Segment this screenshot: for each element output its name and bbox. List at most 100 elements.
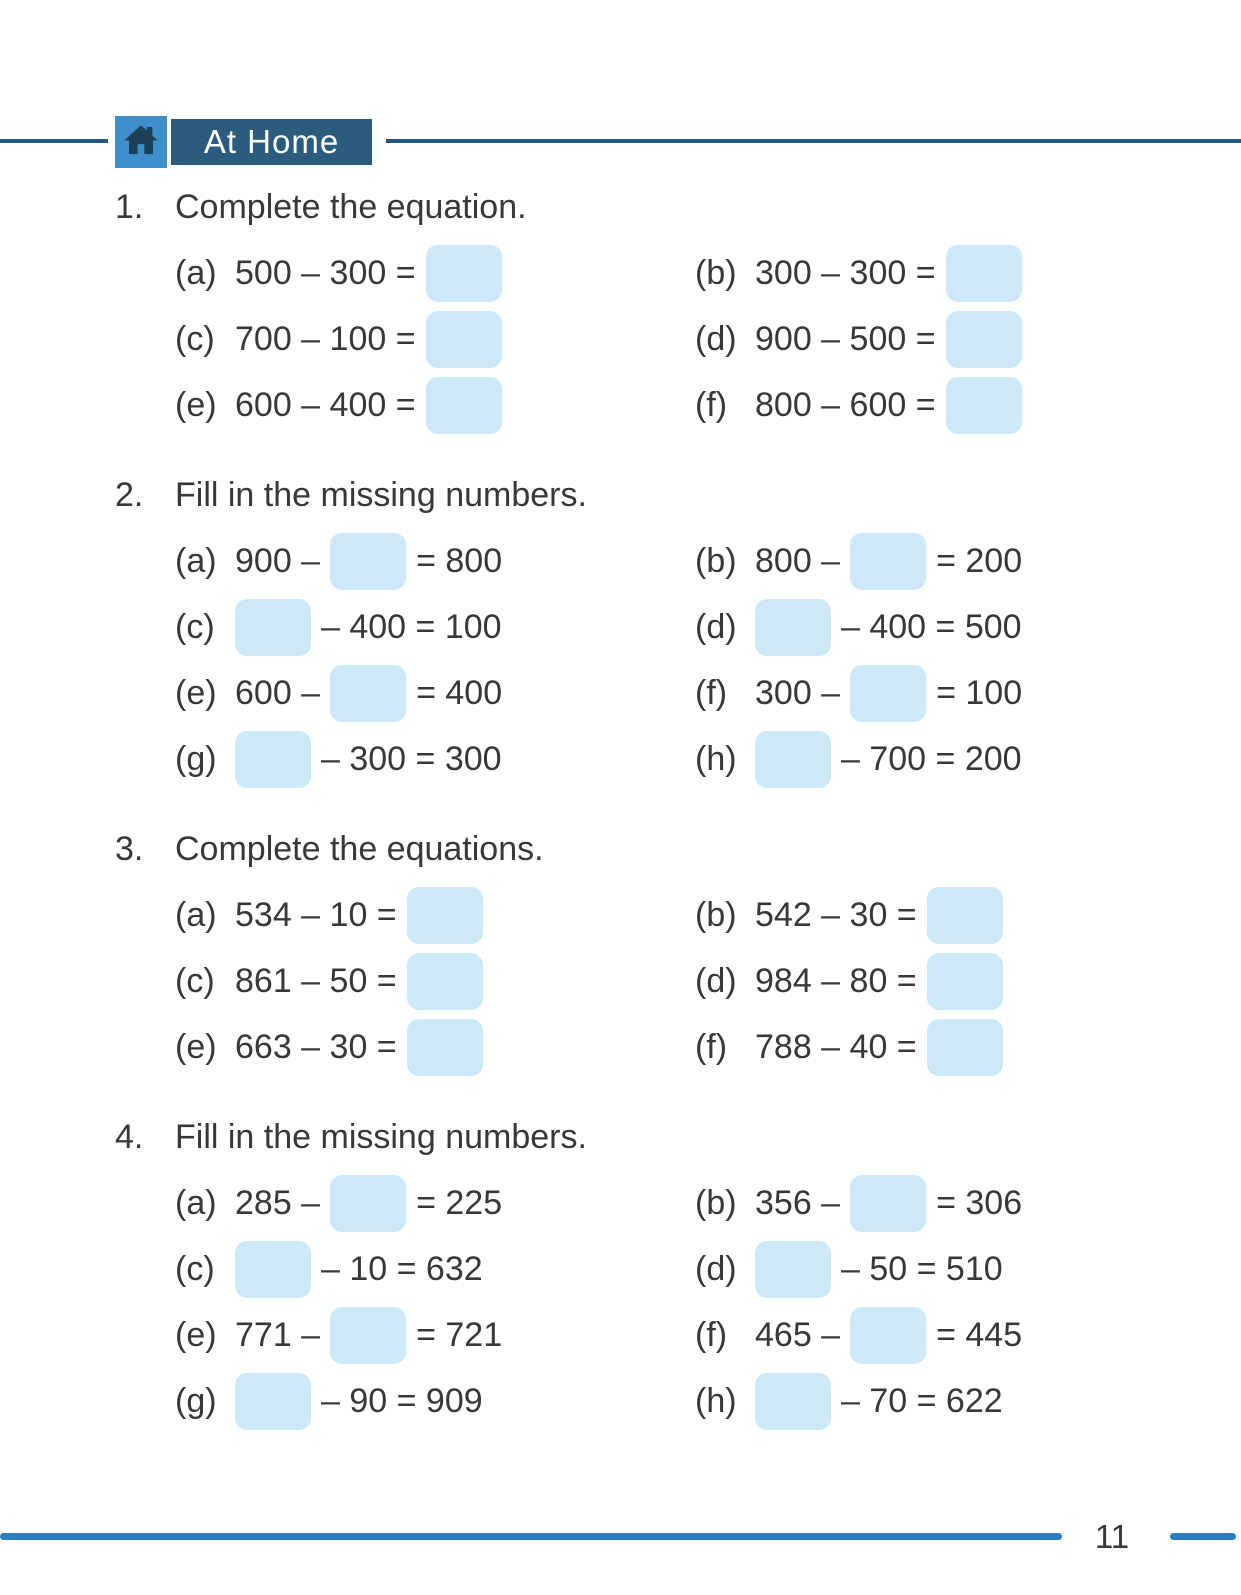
exercise-item: (c) – 10 = 632 bbox=[115, 1236, 635, 1302]
equation-pre: 465 – bbox=[755, 1315, 841, 1354]
answer-box[interactable] bbox=[425, 244, 502, 302]
exercise-section-2: 2. Fill in the missing numbers. (a) 900 –… bbox=[0, 462, 1241, 792]
exercise-item: (e) 663 – 30 = bbox=[115, 1014, 635, 1080]
equation-post: – 90 = 909 bbox=[321, 1381, 483, 1420]
answer-box[interactable] bbox=[755, 730, 831, 788]
item-label: (e) bbox=[175, 1027, 217, 1066]
banner-label: At Home bbox=[203, 123, 340, 160]
exercise-section-4: 4. Fill in the missing numbers. (a) 285 –… bbox=[0, 1104, 1241, 1434]
answer-box[interactable] bbox=[235, 730, 311, 788]
exercise-item: (b) 356 – = 306 bbox=[635, 1170, 1241, 1236]
section-title: Fill in the missing numbers. bbox=[175, 1117, 587, 1156]
exercise-item: (d) 900 – 500 = bbox=[635, 306, 1241, 372]
item-label: (a) bbox=[175, 1183, 217, 1222]
equation-pre: 542 – 30 = bbox=[755, 895, 917, 934]
exercise-item: (b) 800 – = 200 bbox=[635, 528, 1241, 594]
section-items: (a) 285 – = 225 (b) 356 – = 306 (c) – 10 = 63… bbox=[115, 1170, 1241, 1434]
footer-line-right bbox=[1170, 1533, 1236, 1540]
answer-box[interactable] bbox=[850, 664, 927, 722]
answer-box[interactable] bbox=[425, 376, 502, 434]
item-label: (f) bbox=[695, 673, 728, 712]
equation-pre: 861 – 50 = bbox=[235, 961, 397, 1000]
equation-post: – 70 = 622 bbox=[841, 1381, 1003, 1420]
answer-box[interactable] bbox=[926, 952, 1003, 1010]
answer-box[interactable] bbox=[330, 1306, 407, 1364]
section-heading: 1. Complete the equation. bbox=[115, 174, 1241, 240]
equation-pre: 285 – bbox=[235, 1183, 321, 1222]
equation-post: – 300 = 300 bbox=[321, 739, 502, 778]
answer-box[interactable] bbox=[330, 532, 407, 590]
exercise-section-1: 1. Complete the equation. (a) 500 – 300 =… bbox=[0, 174, 1241, 438]
equation-post: = 800 bbox=[416, 541, 503, 580]
item-label: (a) bbox=[175, 895, 217, 934]
item-label: (b) bbox=[695, 253, 737, 292]
answer-box[interactable] bbox=[235, 1372, 311, 1430]
section-heading: 2. Fill in the missing numbers. bbox=[115, 462, 1241, 528]
item-label: (e) bbox=[175, 385, 217, 424]
exercise-item: (f) 800 – 600 = bbox=[635, 372, 1241, 438]
exercise-item: (g) – 300 = 300 bbox=[115, 726, 635, 792]
answer-box[interactable] bbox=[850, 1306, 927, 1364]
section-items: (a) 534 – 10 = (b) 542 – 30 = (c) 861 – 50 … bbox=[115, 882, 1241, 1080]
at-home-banner: At Home bbox=[171, 119, 372, 165]
item-label: (a) bbox=[175, 253, 217, 292]
exercise-item: (f) 300 – = 100 bbox=[635, 660, 1241, 726]
answer-box[interactable] bbox=[755, 1240, 831, 1298]
equation-post: = 721 bbox=[416, 1315, 503, 1354]
exercise-section-3: 3. Complete the equations. (a) 534 – 10 =… bbox=[0, 816, 1241, 1080]
answer-box[interactable] bbox=[406, 952, 483, 1010]
exercise-item: (a) 500 – 300 = bbox=[115, 240, 635, 306]
answer-box[interactable] bbox=[926, 886, 1003, 944]
exercise-item: (h) – 700 = 200 bbox=[635, 726, 1241, 792]
home-icon-badge bbox=[115, 116, 167, 168]
item-label: (b) bbox=[695, 541, 737, 580]
item-label: (d) bbox=[695, 319, 737, 358]
equation-post: = 100 bbox=[936, 673, 1023, 712]
equation-pre: 534 – 10 = bbox=[235, 895, 397, 934]
answer-box[interactable] bbox=[945, 244, 1022, 302]
home-icon bbox=[121, 120, 161, 165]
section-number: 2. bbox=[115, 475, 144, 514]
item-label: (h) bbox=[695, 739, 737, 778]
answer-box[interactable] bbox=[850, 532, 927, 590]
exercise-content: 1. Complete the equation. (a) 500 – 300 =… bbox=[0, 174, 1241, 1458]
answer-box[interactable] bbox=[235, 598, 311, 656]
exercise-item: (c) – 400 = 100 bbox=[115, 594, 635, 660]
answer-box[interactable] bbox=[755, 1372, 831, 1430]
equation-pre: 800 – bbox=[755, 541, 841, 580]
answer-box[interactable] bbox=[330, 664, 407, 722]
exercise-item: (a) 900 – = 800 bbox=[115, 528, 635, 594]
item-label: (c) bbox=[175, 1249, 215, 1288]
exercise-item: (a) 285 – = 225 bbox=[115, 1170, 635, 1236]
equation-pre: 663 – 30 = bbox=[235, 1027, 397, 1066]
exercise-item: (b) 542 – 30 = bbox=[635, 882, 1241, 948]
answer-box[interactable] bbox=[406, 1018, 483, 1076]
answer-box[interactable] bbox=[406, 886, 483, 944]
equation-post: – 400 = 500 bbox=[841, 607, 1022, 646]
answer-box[interactable] bbox=[425, 310, 502, 368]
item-label: (b) bbox=[695, 1183, 737, 1222]
answer-box[interactable] bbox=[235, 1240, 311, 1298]
section-items: (a) 900 – = 800 (b) 800 – = 200 (c) – 400 = 1… bbox=[115, 528, 1241, 792]
exercise-item: (a) 534 – 10 = bbox=[115, 882, 635, 948]
equation-pre: 300 – bbox=[755, 673, 841, 712]
answer-box[interactable] bbox=[945, 310, 1022, 368]
answer-box[interactable] bbox=[755, 598, 831, 656]
section-title: Complete the equations. bbox=[175, 829, 544, 868]
equation-post: = 225 bbox=[416, 1183, 503, 1222]
answer-box[interactable] bbox=[850, 1174, 927, 1232]
answer-box[interactable] bbox=[926, 1018, 1003, 1076]
equation-pre: 900 – 500 = bbox=[755, 319, 936, 358]
header-rule-left bbox=[0, 139, 108, 143]
answer-box[interactable] bbox=[330, 1174, 407, 1232]
equation-pre: 600 – bbox=[235, 673, 321, 712]
footer-line-left bbox=[0, 1533, 1062, 1540]
exercise-item: (g) – 90 = 909 bbox=[115, 1368, 635, 1434]
item-label: (f) bbox=[695, 1027, 728, 1066]
exercise-item: (d) 984 – 80 = bbox=[635, 948, 1241, 1014]
equation-pre: 300 – 300 = bbox=[755, 253, 936, 292]
item-label: (h) bbox=[695, 1381, 737, 1420]
equation-pre: 600 – 400 = bbox=[235, 385, 416, 424]
answer-box[interactable] bbox=[945, 376, 1022, 434]
exercise-item: (c) 861 – 50 = bbox=[115, 948, 635, 1014]
